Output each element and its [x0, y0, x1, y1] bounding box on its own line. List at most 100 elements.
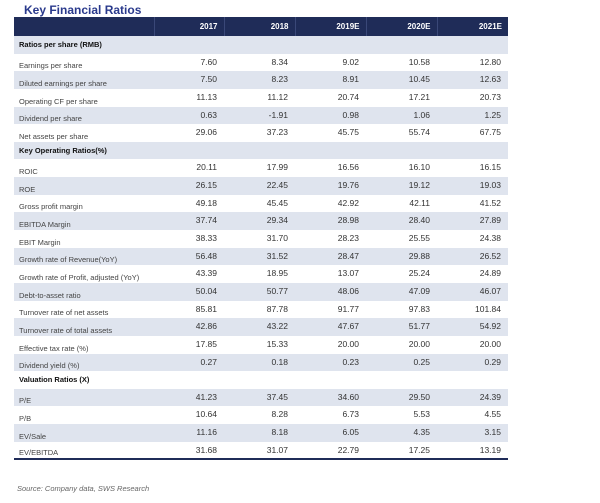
table-row: Growth rate of Revenue(YoY) 56.48 31.52 28.… — [14, 247, 508, 266]
cell-2017: 7.60 — [200, 56, 217, 67]
cell-2020e: 42.11 — [409, 197, 430, 208]
table-row: EV/Sale 11.16 8.18 6.05 4.35 3.15 — [14, 424, 508, 442]
cell-2020e: 29.50 — [408, 391, 430, 402]
table-row: Dividend yield (%) 0.27 0.18 0.23 0.25 0.29 — [14, 353, 508, 372]
table-row: ROE 26.15 22.45 19.76 19.12 19.03 — [14, 177, 508, 195]
cell-2017: 7.50 — [200, 74, 217, 85]
cell-2017: 37.74 — [195, 215, 217, 226]
row-label: ROE — [19, 184, 36, 194]
cell-2018: -1.91 — [268, 109, 288, 120]
cell-2021e: 0.29 — [484, 356, 501, 367]
cell-2019e — [295, 36, 366, 54]
cell-2017 — [154, 36, 224, 54]
cell-2019e: 28.98 — [337, 215, 359, 226]
section-label: Valuation Ratios (X) — [19, 375, 90, 385]
row-label: EV/EBITDA — [19, 448, 59, 458]
cell-2017: 11.13 — [196, 91, 217, 102]
cell-2019e: 34.60 — [337, 391, 359, 402]
section-header-row: Ratios per share (RMB) — [14, 36, 508, 54]
cell-2019e: 48.06 — [337, 285, 359, 296]
cell-2017: 56.48 — [195, 250, 217, 261]
cell-2021e — [437, 36, 508, 54]
cell-2019e: 22.79 — [337, 444, 359, 455]
cell-2019e: 6.05 — [342, 427, 359, 438]
cell-2018: 37.23 — [266, 127, 288, 138]
table-row: Turnover rate of net assets 85.81 87.78 91.… — [14, 301, 508, 319]
cell-2018: 22.45 — [266, 180, 288, 191]
cell-2020e: 20.00 — [408, 338, 430, 349]
cell-2019e: 8.91 — [342, 74, 359, 85]
cell-2021e: 12.63 — [479, 74, 501, 85]
cell-2018: 50.77 — [266, 285, 288, 296]
column-header-2021e: 2021E — [436, 17, 508, 36]
cell-2020e: 28.40 — [408, 215, 430, 226]
cell-2017: 0.27 — [200, 356, 217, 367]
cell-2019e: 9.02 — [342, 56, 359, 67]
section-header-row: Valuation Ratios (X) — [14, 371, 508, 389]
cell-2018: 87.78 — [266, 303, 288, 314]
cell-2020e: 25.24 — [408, 268, 430, 279]
cell-2021e: 46.07 — [479, 285, 501, 296]
cell-2017: 10.64 — [195, 409, 217, 420]
cell-2018: 8.23 — [271, 74, 288, 85]
row-label: EBIT Margin — [19, 237, 61, 247]
cell-2021e: 20.73 — [479, 91, 501, 102]
cell-2019e: 20.00 — [337, 338, 359, 349]
cell-2017: 42.86 — [195, 321, 217, 332]
financial-ratios-table: 2017 2018 2019E 2020E 2021E Ratios per s… — [14, 17, 508, 460]
table-row: Net assets per share 29.06 37.23 45.75 55.74… — [14, 124, 508, 142]
cell-2017: 0.63 — [200, 109, 217, 120]
cell-2017: 20.11 — [196, 162, 217, 173]
cell-2021e: 101.84 — [475, 303, 501, 314]
cell-2021e: 19.03 — [479, 180, 501, 191]
table-row: Growth rate of Profit, adjusted (YoY) 43.… — [14, 265, 508, 283]
row-label: Operating CF per share — [19, 96, 98, 106]
column-header-2020e: 2020E — [365, 17, 437, 36]
cell-2021e: 4.55 — [484, 409, 501, 420]
table-row: ROIC 20.11 17.99 16.56 16.10 16.15 — [14, 159, 508, 177]
table-row: EBIT Margin 38.33 31.70 28.23 25.55 24.38 — [14, 230, 508, 248]
cell-2021e: 41.52 — [479, 197, 501, 208]
cell-2017: 31.68 — [195, 444, 217, 455]
table-row: Effective tax rate (%) 17.85 15.33 20.00 20.… — [14, 336, 508, 354]
row-label: Net assets per share — [19, 131, 89, 141]
cell-2021e: 26.52 — [479, 250, 501, 261]
row-label: Gross profit margin — [19, 202, 83, 212]
cell-2020e: 17.25 — [408, 444, 430, 455]
row-label: EV/Sale — [19, 431, 47, 441]
cell-2020e: 97.83 — [408, 303, 430, 314]
cell-2020e: 19.12 — [408, 180, 430, 191]
cell-2021e: 27.89 — [479, 215, 501, 226]
cell-2019e: 47.67 — [337, 321, 359, 332]
cell-2018: 29.34 — [266, 215, 288, 226]
cell-2020e: 0.25 — [413, 356, 430, 367]
cell-2019e: 16.56 — [337, 162, 359, 173]
cell-2019e: 0.23 — [342, 356, 359, 367]
cell-2020e: 16.10 — [408, 162, 430, 173]
table-row: Debt-to-asset ratio 50.04 50.77 48.06 47.09 4… — [14, 282, 508, 301]
table-title: Key Financial Ratios — [24, 3, 142, 17]
column-header — [14, 17, 154, 36]
cell-2021e: 3.15 — [484, 427, 501, 438]
column-header-2017: 2017 — [153, 17, 224, 36]
cell-2020e — [366, 36, 437, 54]
cell-2019e — [295, 142, 366, 160]
table-row: EBITDA Margin 37.74 29.34 28.98 28.40 27.89 — [14, 212, 508, 231]
section-header-row: Key Operating Ratios(%) — [14, 141, 508, 160]
cell-2018: 31.52 — [266, 250, 288, 261]
row-label: Turnover rate of total assets — [19, 325, 113, 335]
cell-2021e — [437, 142, 508, 160]
cell-2018 — [224, 36, 295, 54]
cell-2018: 37.45 — [266, 391, 288, 402]
cell-2018: 18.95 — [266, 268, 288, 279]
cell-2018: 43.22 — [266, 321, 288, 332]
cell-2020e: 55.74 — [408, 127, 430, 138]
row-label: Growth rate of Profit, adjusted (YoY) — [19, 272, 140, 282]
row-label: Effective tax rate (%) — [19, 343, 89, 353]
table-row: Gross profit margin 49.18 45.45 42.92 42.11 4… — [14, 195, 508, 213]
cell-2021e: 24.38 — [479, 233, 501, 244]
cell-2017: 26.15 — [195, 180, 217, 191]
source-note: Source: Company data, SWS Research — [17, 484, 150, 493]
cell-2021e: 13.19 — [479, 444, 501, 455]
cell-2018 — [224, 142, 295, 160]
